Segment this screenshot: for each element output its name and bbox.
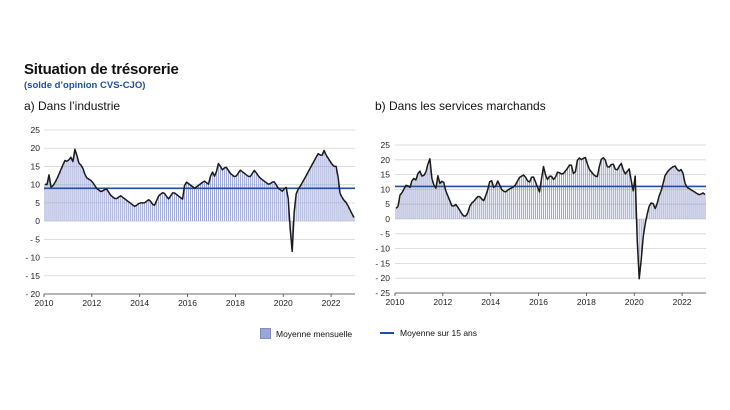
panel-b-title: b) Dans les services marchands xyxy=(375,99,546,113)
x-tick-label-a: 2022 xyxy=(322,298,341,308)
x-tick-label-a: 2016 xyxy=(178,298,197,308)
chart-title: Situation de trésorerie xyxy=(24,61,179,78)
chart-subtitle: (solde d’opinion CVS-CJO) xyxy=(24,80,146,91)
x-tick-label-b: 2018 xyxy=(577,297,596,307)
x-tick-label-a: 2014 xyxy=(130,298,149,308)
y-tick-label-b: 5 xyxy=(385,199,390,209)
x-tick-label-a: 2018 xyxy=(226,298,245,308)
x-tick-label-b: 2010 xyxy=(386,297,405,307)
y-tick-label-b: - 10 xyxy=(375,244,390,254)
x-tick-label-b: 2012 xyxy=(433,297,452,307)
legend-mean-label: Moyenne sur 15 ans xyxy=(400,328,478,338)
y-tick-label-a: - 15 xyxy=(25,271,40,281)
y-tick-label-b: - 25 xyxy=(375,288,390,298)
y-tick-label-b: 0 xyxy=(385,214,390,224)
legend-monthly-label: Moyenne mensuelle xyxy=(276,328,353,339)
x-tick-label-a: 2020 xyxy=(274,298,293,308)
legend-item-monthly: Moyenne mensuelle xyxy=(260,328,352,339)
x-tick-label-b: 2016 xyxy=(529,297,548,307)
y-tick-label-b: - 15 xyxy=(375,258,390,268)
series-line-a xyxy=(44,148,355,253)
y-tick-label-b: 10 xyxy=(381,184,391,194)
y-tick-label-a: - 10 xyxy=(25,253,40,263)
y-tick-label-a: 5 xyxy=(35,198,40,208)
y-tick-label-b: - 5 xyxy=(380,229,390,239)
legend-bar-swatch xyxy=(260,328,271,339)
y-tick-label-b: 20 xyxy=(381,155,391,165)
y-tick-label-b: - 20 xyxy=(375,273,390,283)
y-tick-label-b: 15 xyxy=(381,170,391,180)
legend-line-swatch xyxy=(380,332,394,334)
y-tick-label-a: 15 xyxy=(31,161,41,171)
x-tick-label-b: 2014 xyxy=(481,297,500,307)
legend-item-mean: Moyenne sur 15 ans xyxy=(380,328,477,338)
y-tick-label-a: 20 xyxy=(31,143,41,153)
y-tick-label-b: 25 xyxy=(381,140,391,150)
y-tick-label-a: 0 xyxy=(35,216,40,226)
y-tick-label-a: 10 xyxy=(31,180,41,190)
y-tick-label-a: 25 xyxy=(31,125,41,135)
x-tick-label-a: 2010 xyxy=(35,298,54,308)
panel-a-title: a) Dans l’industrie xyxy=(24,99,121,113)
x-tick-label-b: 2022 xyxy=(673,297,692,307)
y-tick-label-a: - 20 xyxy=(25,289,40,299)
x-tick-label-b: 2020 xyxy=(625,297,644,307)
x-tick-label-a: 2012 xyxy=(82,298,101,308)
series-line-b xyxy=(395,156,706,280)
y-tick-label-a: - 5 xyxy=(30,234,40,244)
